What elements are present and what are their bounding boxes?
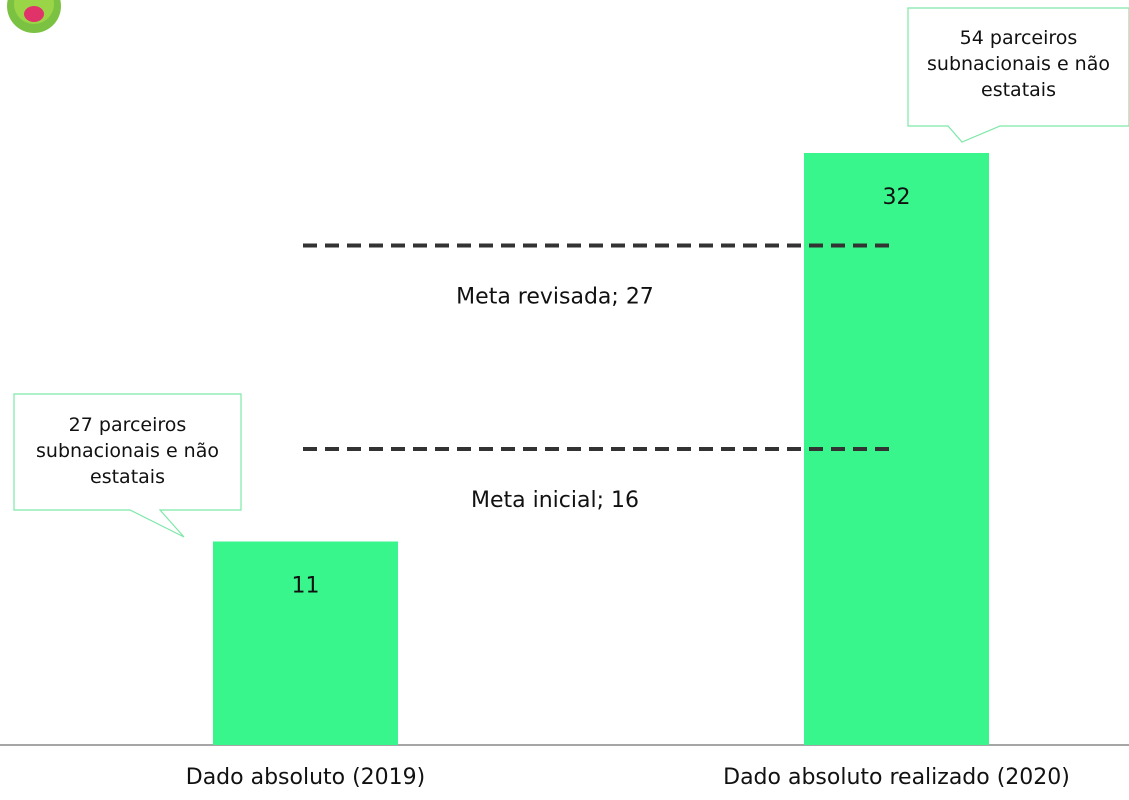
value-label: 32 (883, 185, 911, 210)
x-tick-label: Dado absoluto (2019) (186, 765, 426, 790)
bar (213, 541, 398, 745)
value-label: 11 (292, 574, 320, 599)
callout-text: 54 parceiros subnacionais e não estatais (927, 27, 1110, 101)
reference-label: Meta revisada; 27 (456, 285, 654, 310)
logo-icon (7, 0, 61, 33)
x-tick-label: Dado absoluto realizado (2020) (723, 765, 1070, 790)
callout-box (907, 7, 1129, 143)
callout-text: 27 parceiros subnacionais e não estatais (36, 414, 219, 488)
reference-label: Meta inicial; 16 (471, 488, 639, 513)
callout-box (13, 393, 242, 538)
